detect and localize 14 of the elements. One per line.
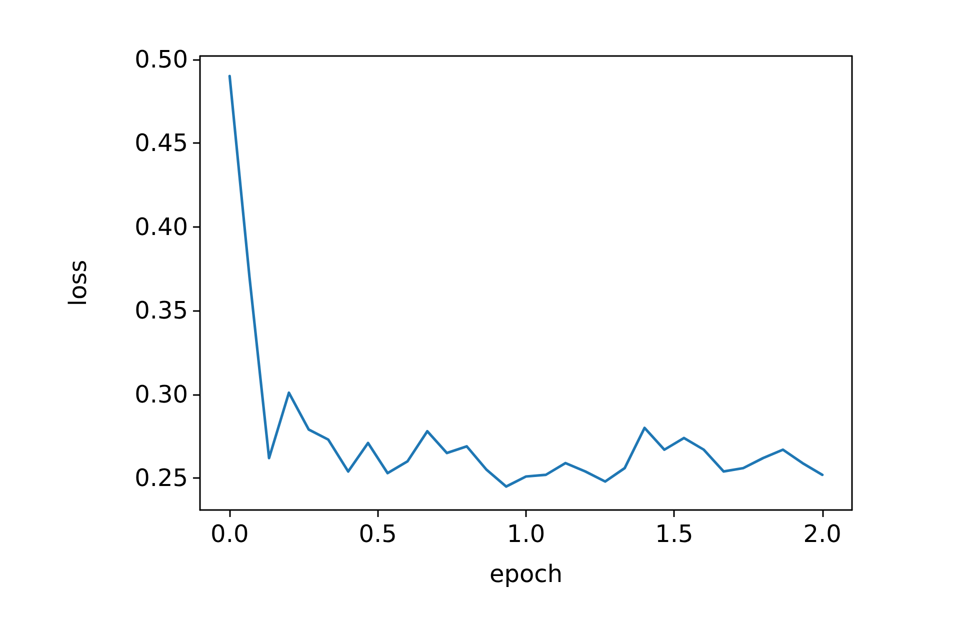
y-tick-label: 0.50 <box>134 45 188 74</box>
line-series <box>228 74 824 488</box>
x-axis-title: epoch <box>489 560 563 588</box>
y-tick-label: 0.25 <box>134 464 188 492</box>
x-tick-label: 0.0 <box>210 520 249 548</box>
y-tick-label: 0.35 <box>134 296 188 325</box>
x-tick-label: 2.0 <box>803 520 842 548</box>
y-tick-label: 0.40 <box>134 212 188 241</box>
x-tick-label: 1.5 <box>655 520 694 548</box>
y-tick-label: 0.30 <box>134 380 188 408</box>
x-tick-label: 1.0 <box>506 520 546 548</box>
y-axis-title: loss <box>64 260 92 306</box>
y-tick-label: 0.45 <box>134 129 188 158</box>
x-tick-label: 0.5 <box>358 520 397 548</box>
